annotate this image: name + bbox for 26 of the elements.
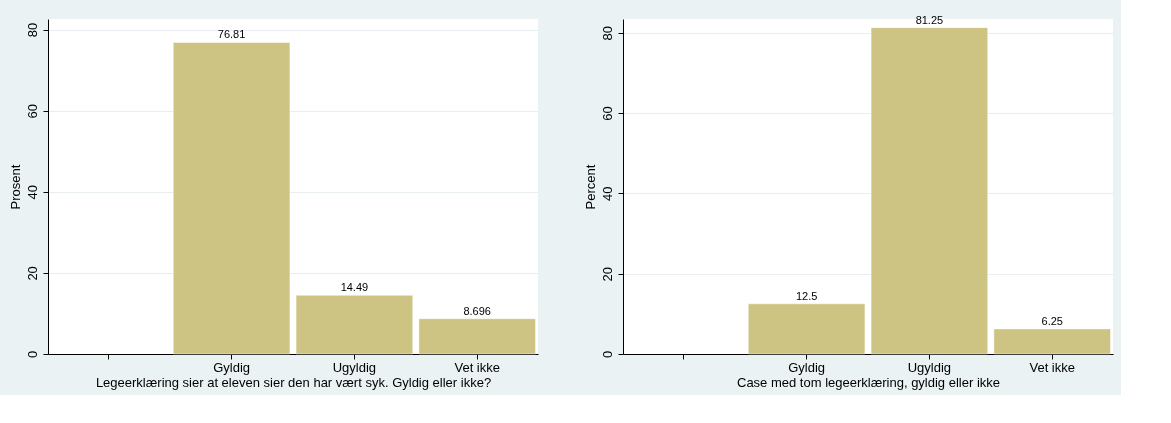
x-tick-label: Ugyldig xyxy=(907,359,952,375)
y-tick-label: 0 xyxy=(24,350,40,359)
y-axis-title: Prosent xyxy=(7,164,23,210)
x-tick-label: Ugyldig xyxy=(332,359,377,375)
data-label: 12.5 xyxy=(795,289,818,302)
data-label: 6.25 xyxy=(1041,314,1063,327)
y-tick-label: 40 xyxy=(599,186,615,202)
y-tick-label: 20 xyxy=(24,266,40,281)
y-axis-title: Percent xyxy=(582,164,598,210)
y-tick-label: 20 xyxy=(599,266,615,282)
data-label: 76.81 xyxy=(217,28,246,41)
data-label: 81.25 xyxy=(915,13,944,26)
y-tick-label: 40 xyxy=(24,185,40,200)
data-label: 14.49 xyxy=(340,281,369,294)
y-tick-label: 60 xyxy=(599,106,615,121)
x-tick-label: Gyldig xyxy=(788,359,826,375)
x-axis-title: Case med tom legeerklæring, gyldig eller ikke xyxy=(736,374,1001,390)
data-label: 8.696 xyxy=(463,304,491,317)
y-tick-label: 80 xyxy=(24,22,40,38)
y-tick-label: 0 xyxy=(599,350,615,359)
x-tick-label: Vet ikke xyxy=(1029,359,1075,375)
y-tick-label: 60 xyxy=(24,103,40,119)
x-axis-title: Legeerklæring sier at eleven sier den har vært syk. Gyldig eller ikke? xyxy=(95,374,492,390)
x-tick-label: Gyldig xyxy=(213,359,251,375)
y-tick-label: 80 xyxy=(599,25,615,41)
x-tick-label: Vet ikke xyxy=(454,359,500,375)
